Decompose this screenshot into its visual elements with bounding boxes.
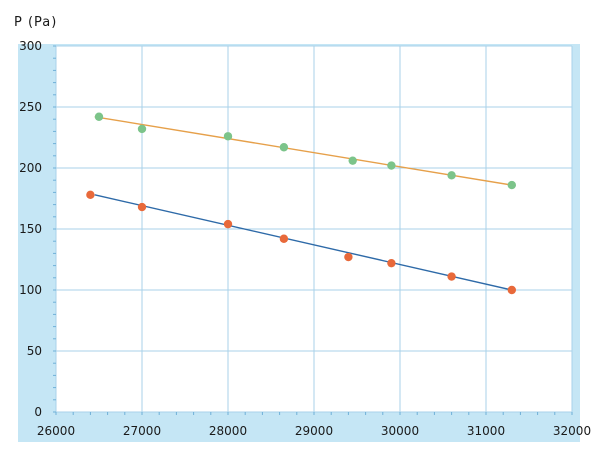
series-2-point	[137, 202, 147, 212]
y-tick-label: 0	[34, 405, 42, 419]
series-1-point	[137, 124, 147, 134]
x-tick-label: 30000	[381, 424, 419, 438]
x-tick-label: 31000	[467, 424, 505, 438]
series-2-point	[447, 272, 456, 281]
series-1-trend-line	[94, 116, 512, 186]
series-1-point	[223, 132, 233, 141]
x-tick-label: 28000	[209, 424, 247, 438]
series-2-trend-line	[94, 194, 512, 291]
x-tick-label: 29000	[295, 424, 333, 438]
y-tick-label: 250	[19, 100, 42, 114]
series-2-point	[387, 258, 396, 268]
y-tick-label: 200	[19, 161, 42, 175]
y-tick-label: 150	[19, 222, 42, 236]
y-tick-label: 300	[19, 39, 42, 53]
series-1-point	[94, 112, 104, 121]
series-2-point	[507, 285, 516, 295]
series-2-point	[223, 219, 233, 229]
series-1-point	[279, 143, 289, 152]
x-tick-label: 26000	[37, 424, 75, 438]
series-1-point	[387, 161, 396, 170]
series-1-point	[348, 156, 357, 165]
series-2-point	[86, 190, 95, 200]
x-tick-label: 27000	[123, 424, 161, 438]
x-tick-label: 32000	[553, 424, 591, 438]
series-2-point	[279, 234, 289, 243]
series-1-point	[447, 171, 456, 180]
y-axis-title: P (Pa)	[14, 15, 57, 30]
y-tick-label: 100	[19, 283, 42, 297]
y-tick-label: 50	[27, 344, 42, 358]
series-1-point	[507, 180, 516, 190]
series-2-point	[344, 252, 353, 262]
